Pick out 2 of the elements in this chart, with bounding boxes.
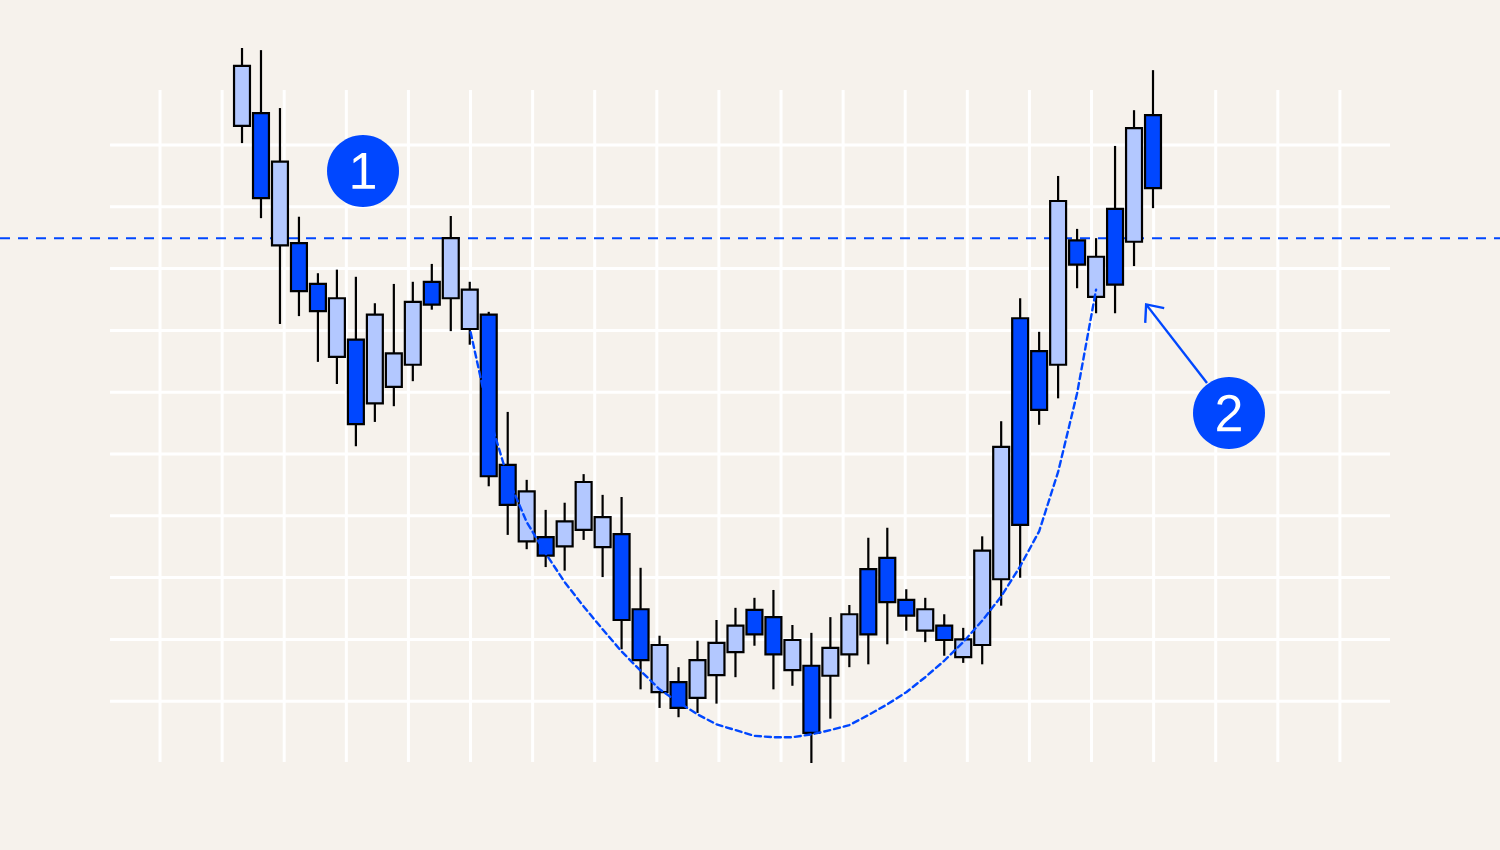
- annotation: 1: [352, 153, 375, 189]
- text: 2: [1217, 394, 1241, 432]
